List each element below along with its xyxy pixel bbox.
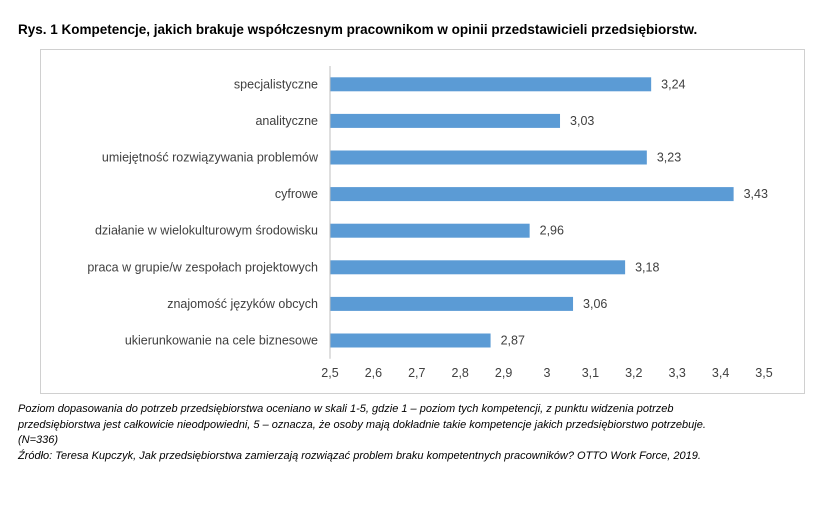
value-label: 3,24	[661, 77, 685, 91]
category-label: cyfrowe	[275, 187, 318, 201]
value-label: 3,18	[635, 260, 659, 274]
x-tick-label: 2,5	[321, 366, 338, 380]
x-tick-label: 2,7	[408, 366, 425, 380]
value-label: 3,03	[570, 114, 594, 128]
x-tick-label: 3,1	[582, 366, 599, 380]
x-tick-label: 2,8	[452, 366, 469, 380]
x-tick-label: 3,5	[755, 366, 772, 380]
value-label: 2,96	[540, 224, 564, 238]
category-label: praca w grupie/w zespołach projektowych	[87, 260, 318, 274]
bar	[330, 333, 491, 348]
bar	[330, 223, 530, 238]
category-label: działanie w wielokulturowym środowisku	[95, 224, 318, 238]
chart-title: Rys. 1 Kompetencje, jakich brakuje współ…	[18, 22, 698, 37]
chart-frame	[40, 49, 805, 394]
x-ticks-group: 2,5 2,6 2,7 2,8 2,9 3 3,1 3,2 3,3 3,4 3,5	[321, 366, 772, 380]
category-label: znajomość języków obcych	[167, 297, 318, 311]
category-label: ukierunkowanie na cele biznesowe	[125, 334, 318, 348]
value-label: 2,87	[501, 334, 525, 348]
category-label: umiejętność rozwiązywania problemów	[102, 151, 319, 165]
note-line-1: Poziom dopasowania do potrzeb przedsiębi…	[18, 403, 674, 415]
source-line: Źródło: Teresa Kupczyk, Jak przedsiębior…	[18, 449, 701, 462]
x-tick-label: 3,2	[625, 366, 642, 380]
category-label: specjalistyczne	[234, 77, 318, 91]
category-label: analityczne	[255, 114, 318, 128]
chart-notes: Poziom dopasowania do potrzeb przedsiębi…	[18, 402, 818, 464]
value-label: 3,23	[657, 151, 681, 165]
bar	[330, 77, 652, 92]
bars-group: specjalistyczne 3,24 analityczne 3,03 umieję…	[87, 77, 768, 348]
bar	[330, 260, 626, 275]
x-tick-label: 3,3	[669, 366, 686, 380]
value-label: 3,43	[744, 187, 768, 201]
note-line-2: przedsiębiorstwa jest całkowicie nieodpo…	[18, 418, 706, 431]
note-line-3: (N=336)	[18, 434, 59, 446]
x-tick-label: 2,6	[365, 366, 382, 380]
bar	[330, 296, 574, 311]
bar	[330, 150, 647, 165]
bar	[330, 187, 734, 202]
x-tick-label: 2,9	[495, 366, 512, 380]
value-label: 3,06	[583, 297, 607, 311]
bar	[330, 113, 561, 128]
x-tick-label: 3,4	[712, 366, 729, 380]
x-tick-label: 3	[544, 366, 551, 380]
bar-chart: specjalistyczne 3,24 analityczne 3,03 umieję…	[87, 66, 773, 380]
